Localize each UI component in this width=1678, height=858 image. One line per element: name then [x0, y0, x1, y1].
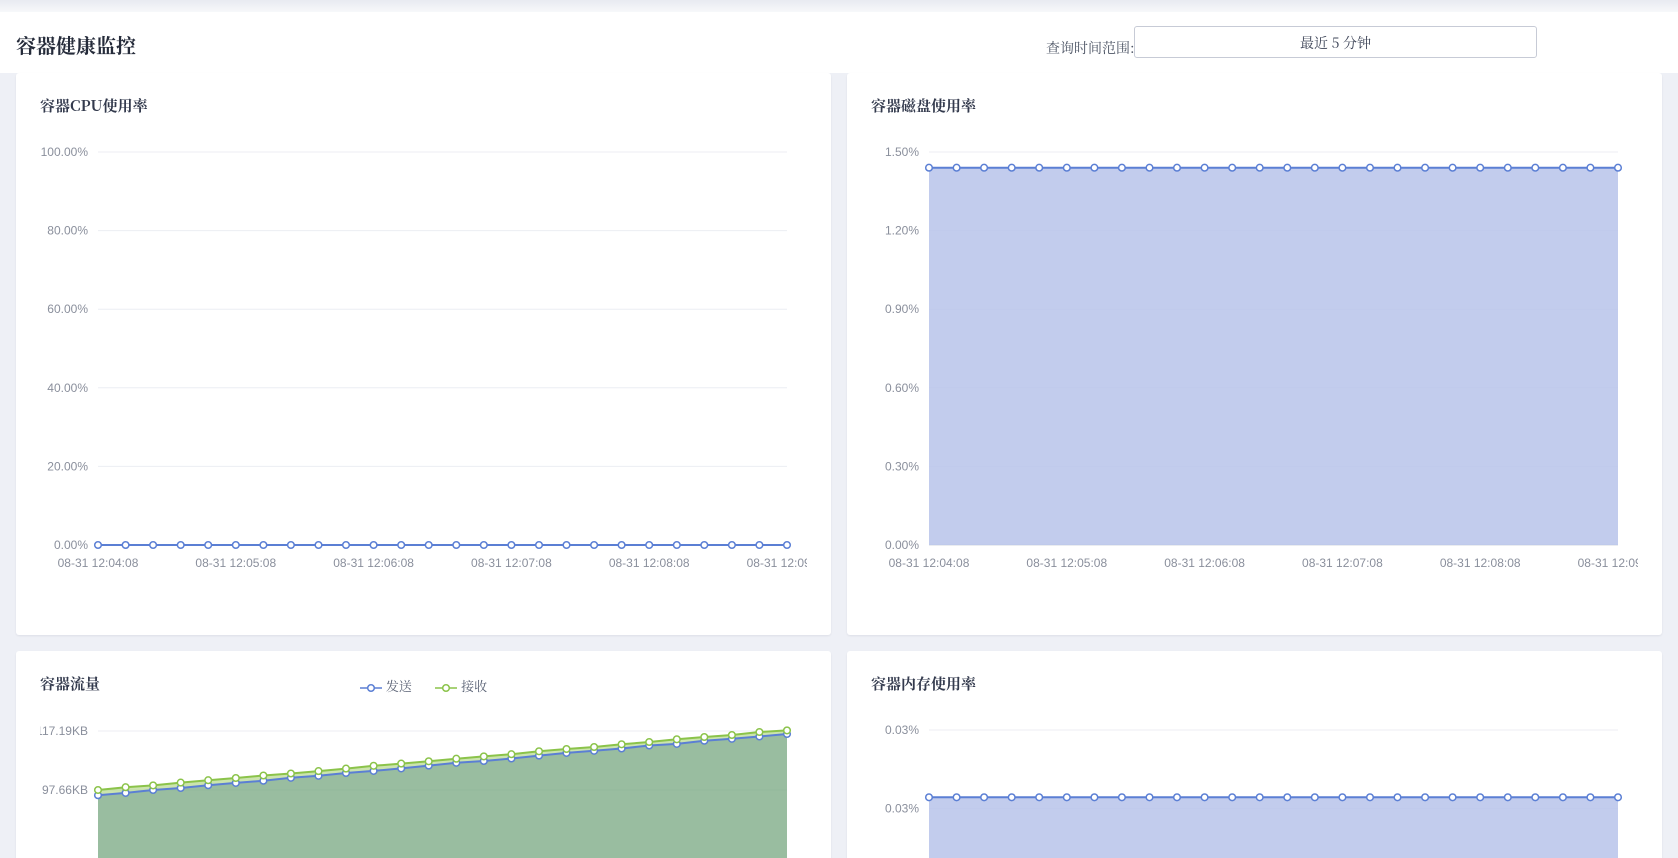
svg-text:08-31 12:07:08: 08-31 12:07:08: [471, 556, 552, 570]
svg-text:80.00%: 80.00%: [47, 224, 88, 238]
svg-text:0.00%: 0.00%: [885, 538, 919, 552]
svg-text:08-31 12:05:08: 08-31 12:05:08: [195, 556, 276, 570]
svg-text:08-31 12:08:08: 08-31 12:08:08: [609, 556, 690, 570]
svg-text:1.20%: 1.20%: [885, 224, 919, 238]
svg-text:0.00%: 0.00%: [54, 538, 88, 552]
svg-text:1.50%: 1.50%: [885, 145, 919, 159]
svg-text:40.00%: 40.00%: [47, 381, 88, 395]
svg-text:08-31 12:09:08: 08-31 12:09:08: [747, 556, 807, 570]
svg-text:0.90%: 0.90%: [885, 302, 919, 316]
svg-text:08-31 12:07:08: 08-31 12:07:08: [1302, 556, 1383, 570]
svg-text:0.03%: 0.03%: [885, 723, 919, 737]
svg-text:08-31 12:04:08: 08-31 12:04:08: [889, 556, 970, 570]
svg-text:08-31 12:04:08: 08-31 12:04:08: [58, 556, 139, 570]
svg-text:117.19KB: 117.19KB: [40, 724, 88, 738]
svg-text:08-31 12:09:08: 08-31 12:09:08: [1578, 556, 1638, 570]
svg-text:100.00%: 100.00%: [41, 145, 89, 159]
svg-text:0.60%: 0.60%: [885, 381, 919, 395]
svg-text:0.30%: 0.30%: [885, 459, 919, 473]
svg-text:0.03%: 0.03%: [885, 802, 919, 816]
svg-text:20.00%: 20.00%: [47, 459, 88, 473]
svg-text:08-31 12:08:08: 08-31 12:08:08: [1440, 556, 1521, 570]
svg-text:60.00%: 60.00%: [47, 302, 88, 316]
svg-text:97.66KB: 97.66KB: [42, 783, 88, 797]
svg-text:08-31 12:05:08: 08-31 12:05:08: [1026, 556, 1107, 570]
svg-text:08-31 12:06:08: 08-31 12:06:08: [1164, 556, 1245, 570]
svg-text:08-31 12:06:08: 08-31 12:06:08: [333, 556, 414, 570]
